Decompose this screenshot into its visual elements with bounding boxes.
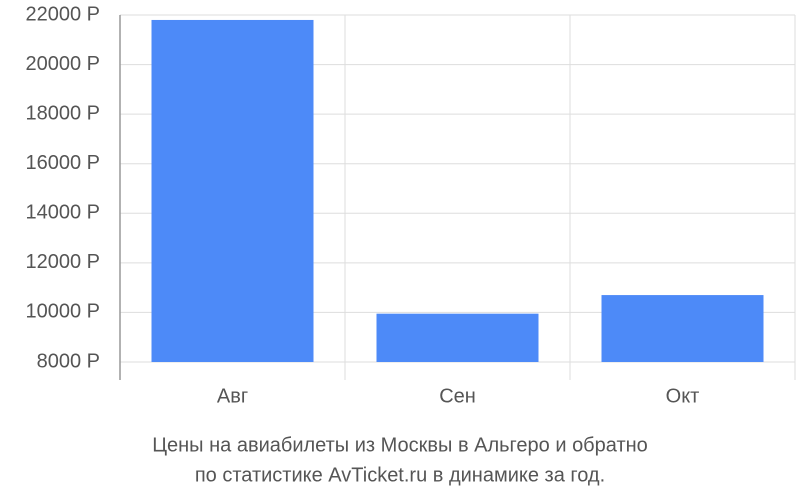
- chart-title: по статистике AvTicket.ru в динамике за …: [195, 464, 605, 486]
- y-tick-label: 22000 Р: [25, 3, 100, 25]
- bar: [151, 19, 314, 362]
- y-tick-label: 10000 Р: [25, 301, 100, 323]
- y-tick-label: 12000 Р: [25, 251, 100, 273]
- y-tick-label: 14000 Р: [25, 202, 100, 224]
- x-tick-label: Сен: [439, 385, 476, 407]
- x-tick-label: Авг: [217, 385, 248, 407]
- bar: [601, 295, 764, 362]
- y-tick-label: 16000 Р: [25, 152, 100, 174]
- y-tick-label: 20000 Р: [25, 53, 100, 75]
- y-tick-label: 18000 Р: [25, 102, 100, 124]
- chart-title: Цены на авиабилеты из Москвы в Альгеро и…: [152, 434, 648, 456]
- y-tick-label: 8000 Р: [37, 350, 100, 372]
- x-tick-label: Окт: [666, 385, 700, 407]
- bar: [376, 313, 539, 362]
